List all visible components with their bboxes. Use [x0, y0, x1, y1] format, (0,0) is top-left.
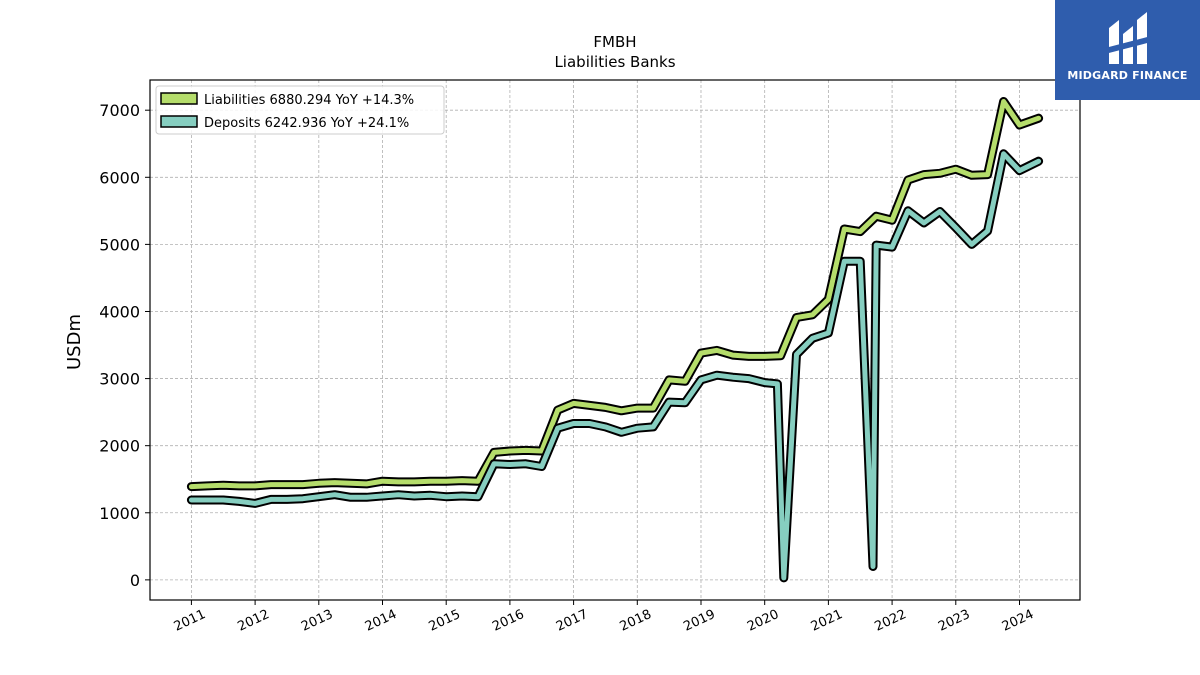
- grid: [150, 80, 1080, 600]
- legend-label-liabilities: Liabilities 6880.294 YoY +14.3%: [204, 93, 414, 108]
- x-tick-label: 2012: [235, 607, 271, 635]
- plot-frame: [149, 79, 1081, 601]
- legend-swatch-liabilities: [160, 92, 198, 105]
- series-line-liabilities: [188, 99, 1042, 490]
- brand-logo: MIDGARD FINANCE: [1055, 0, 1200, 100]
- brand-name: MIDGARD FINANCE: [1067, 69, 1188, 82]
- x-tick-label: 2015: [427, 607, 463, 635]
- x-tick-label: 2013: [299, 607, 335, 635]
- series-layer: [186, 97, 1044, 583]
- x-tick-label: 2024: [1000, 607, 1036, 635]
- x-tick-label: 2014: [363, 607, 399, 635]
- y-tick-label: 6000: [99, 168, 140, 187]
- y-tick-label: 2000: [99, 437, 140, 456]
- axis-ticks: 0 1000 2000 3000 4000 5000 6000 7000 2011 2012 201…: [99, 101, 1036, 634]
- legend-label-deposits: Deposits 6242.936 YoY +24.1%: [204, 116, 409, 131]
- x-tick-label: 2019: [681, 607, 717, 635]
- y-tick-label: 0: [130, 571, 140, 590]
- y-tick-label: 1000: [99, 504, 140, 523]
- x-tick-label: 2023: [936, 607, 972, 635]
- chart-subtitle: Liabilities Banks: [554, 53, 675, 71]
- legend: Liabilities 6880.294 YoY +14.3% Deposits…: [155, 85, 445, 135]
- x-tick-label: 2020: [745, 607, 781, 635]
- legend-box: [155, 85, 445, 135]
- x-tick-label: 2018: [618, 607, 654, 635]
- x-tick-label: 2011: [172, 607, 208, 635]
- x-tick-label: 2017: [554, 607, 590, 635]
- x-tick-label: 2021: [809, 607, 845, 635]
- midgard-logo-icon: [1105, 12, 1151, 64]
- y-tick-label: 4000: [99, 302, 140, 321]
- y-axis-label: USDm: [64, 314, 85, 370]
- x-tick-label: 2016: [490, 607, 526, 635]
- y-tick-label: 5000: [99, 235, 140, 254]
- series-line-deposits: [188, 151, 1042, 581]
- y-tick-label: 7000: [99, 101, 140, 120]
- legend-swatch-deposits: [160, 115, 198, 128]
- y-tick-label: 3000: [99, 370, 140, 389]
- x-tick-label: 2022: [872, 607, 908, 635]
- chart-title: FMBH: [593, 33, 636, 51]
